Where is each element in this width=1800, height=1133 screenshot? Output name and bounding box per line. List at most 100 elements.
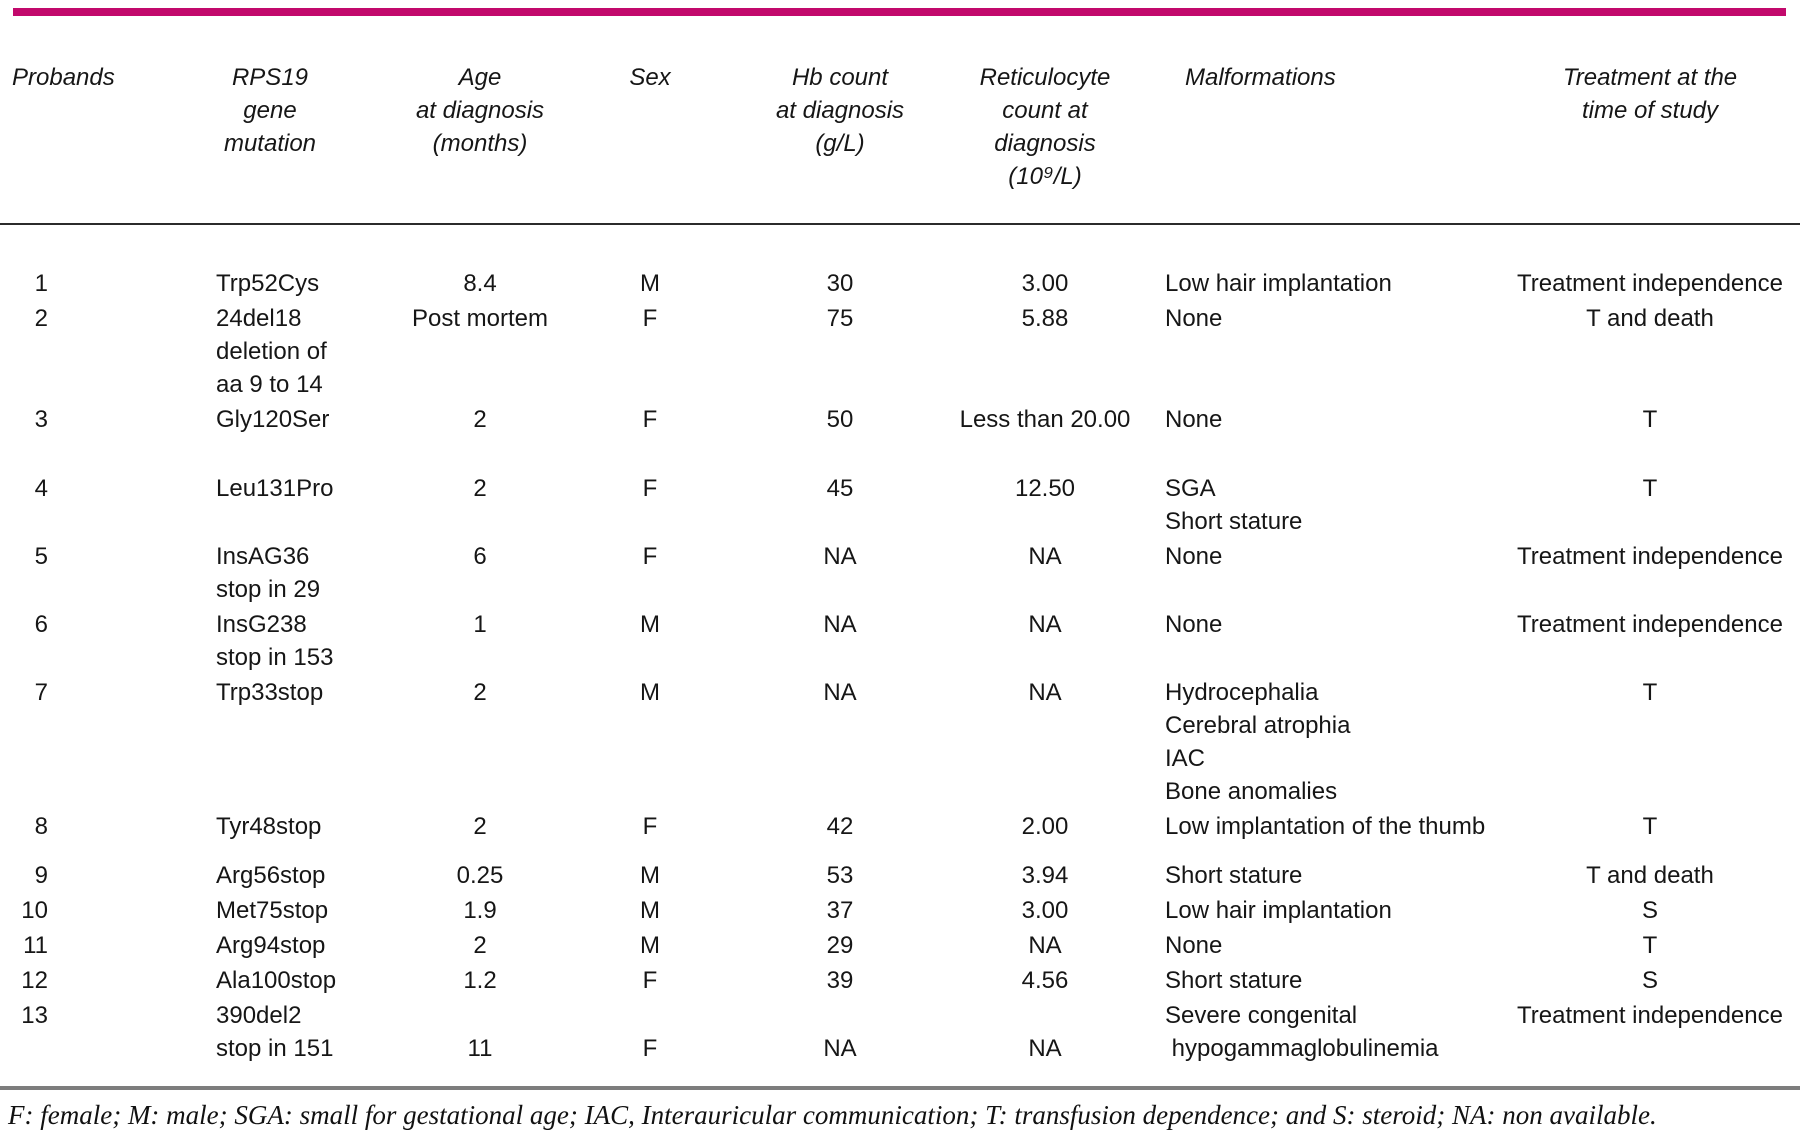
- table-body: 1 Trp52Cys 8.4 M 30 3.00 Low hair implantation…: [0, 224, 1800, 1066]
- cell-line: 10: [21, 897, 48, 924]
- cell-rps19-gene-mutation: InsAG36 stop in 29: [150, 539, 390, 607]
- cell-sex: M: [570, 224, 730, 301]
- cell-malformations: Short stature: [1140, 963, 1500, 998]
- cell-line: [391, 999, 569, 1032]
- accent-bar: [13, 8, 1786, 16]
- cell-line: 12: [21, 967, 48, 994]
- cell-line: stop in 29: [216, 576, 321, 603]
- cell-line: None: [1165, 406, 1223, 433]
- cell-line: T: [1642, 813, 1658, 840]
- cell-line: T: [1642, 679, 1658, 706]
- cell-reticulocyte-count: 3.00: [950, 224, 1140, 301]
- cell-line: NA: [823, 1035, 857, 1062]
- cell-line: 1.2: [463, 967, 497, 994]
- cell-rps19-gene-mutation: Gly120Ser: [150, 402, 390, 471]
- cell-line: SGA: [1165, 475, 1216, 502]
- cell-sex: F: [570, 402, 730, 471]
- cell-line: None: [1165, 543, 1223, 570]
- cell-hb-count: 75: [730, 301, 950, 402]
- cell-reticulocyte-count: 12.50: [950, 471, 1140, 539]
- cell-reticulocyte-count: NA: [950, 998, 1140, 1066]
- cell-sex: F: [570, 301, 730, 402]
- cell-line: None: [1165, 932, 1223, 959]
- cell-line: NA: [823, 679, 857, 706]
- cell-probands: 1: [0, 224, 150, 301]
- cell-line: F: [642, 475, 658, 502]
- cell-line: 1: [34, 270, 48, 297]
- cell-line: 45: [826, 475, 854, 502]
- cell-line: T and death: [1586, 305, 1714, 332]
- cell-line: 8.4: [463, 270, 497, 297]
- cell-reticulocyte-count: 2.00: [950, 809, 1140, 858]
- cell-probands: 8: [0, 809, 150, 858]
- cell-line: F: [642, 967, 658, 994]
- cell-line: Short stature: [1165, 508, 1303, 535]
- cell-line: stop in 151: [216, 1035, 334, 1062]
- cell-age-at-diagnosis: 2: [390, 402, 570, 471]
- cell-line: stop in 153: [216, 644, 334, 671]
- cell-treatment: T and death: [1500, 858, 1800, 893]
- cell-reticulocyte-count: Less than 20.00: [950, 402, 1140, 471]
- cell-hb-count: NA: [730, 675, 950, 809]
- header-line: at diagnosis: [415, 97, 545, 124]
- cell-age-at-diagnosis: 2: [390, 809, 570, 858]
- cell-probands: 12: [0, 963, 150, 998]
- header-hb-count: Hb count at diagnosis (g/L): [730, 16, 950, 225]
- header-line: time of study: [1581, 97, 1719, 124]
- cell-probands: 2: [0, 301, 150, 402]
- cell-malformations: Severe congenital hypogammaglobulinemia: [1140, 998, 1500, 1066]
- cell-rps19-gene-mutation: Trp52Cys: [150, 224, 390, 301]
- cell-line: 5.88: [1021, 305, 1069, 332]
- cell-line: None: [1165, 305, 1223, 332]
- cell-line: Met75stop: [216, 897, 329, 924]
- table-row: 5 InsAG36 stop in 29 6 F NA NA None Treatment in…: [0, 539, 1800, 607]
- cell-probands: 6: [0, 607, 150, 675]
- cell-reticulocyte-count: NA: [950, 675, 1140, 809]
- cell-line: InsAG36: [216, 543, 310, 570]
- cell-line: Treatment independence: [1517, 1002, 1783, 1029]
- cell-line: NA: [823, 543, 857, 570]
- cell-line: F: [642, 543, 658, 570]
- cell-line: 24del18: [216, 305, 302, 332]
- cell-line: hypogammaglobulinemia: [1165, 1035, 1439, 1062]
- cell-line: 4: [34, 475, 48, 502]
- cell-hb-count: NA: [730, 607, 950, 675]
- cell-line: 0.25: [456, 862, 504, 889]
- cell-line: 2: [473, 932, 487, 959]
- cell-reticulocyte-count: 3.00: [950, 893, 1140, 928]
- cell-malformations: None: [1140, 402, 1500, 471]
- cell-hb-count: 30: [730, 224, 950, 301]
- header-line: Hb count: [791, 64, 889, 91]
- cell-line: 6: [473, 543, 487, 570]
- header-treatment: Treatment at the time of study: [1500, 16, 1800, 225]
- cell-line: S: [1641, 967, 1658, 994]
- cell-line: F: [642, 305, 658, 332]
- header-line: count at: [1002, 97, 1088, 124]
- cell-treatment: T: [1500, 809, 1800, 858]
- cell-line: Tyr48stop: [216, 813, 322, 840]
- cell-line: Less than 20.00: [959, 406, 1131, 433]
- cell-line: 37: [826, 897, 854, 924]
- cell-line: 75: [826, 305, 854, 332]
- cell-line: M: [640, 932, 660, 959]
- cell-reticulocyte-count: 5.88: [950, 301, 1140, 402]
- cell-line: Short stature: [1165, 967, 1303, 994]
- cell-age-at-diagnosis: 1.9: [390, 893, 570, 928]
- cell-line: 12.50: [1014, 475, 1076, 502]
- cell-age-at-diagnosis: 6: [390, 539, 570, 607]
- cell-treatment: T: [1500, 675, 1800, 809]
- cell-malformations: None: [1140, 301, 1500, 402]
- header-line: gene: [243, 97, 297, 124]
- cell-age-at-diagnosis: 2: [390, 471, 570, 539]
- header-row: Probands RPS19 gene mutation Age at diagnosis…: [0, 16, 1800, 225]
- cell-age-at-diagnosis: Post mortem: [390, 301, 570, 402]
- cell-line: 53: [826, 862, 854, 889]
- cell-treatment: S: [1500, 893, 1800, 928]
- header-line: Probands: [12, 64, 115, 91]
- header-line: (10⁹/L): [1008, 163, 1082, 190]
- cell-treatment: Treatment independence: [1500, 998, 1800, 1066]
- cell-line: 2: [473, 406, 487, 433]
- header-line: (months): [432, 130, 528, 157]
- cell-line: Leu131Pro: [216, 475, 334, 502]
- table-header: Probands RPS19 gene mutation Age at diagnosis…: [0, 16, 1800, 225]
